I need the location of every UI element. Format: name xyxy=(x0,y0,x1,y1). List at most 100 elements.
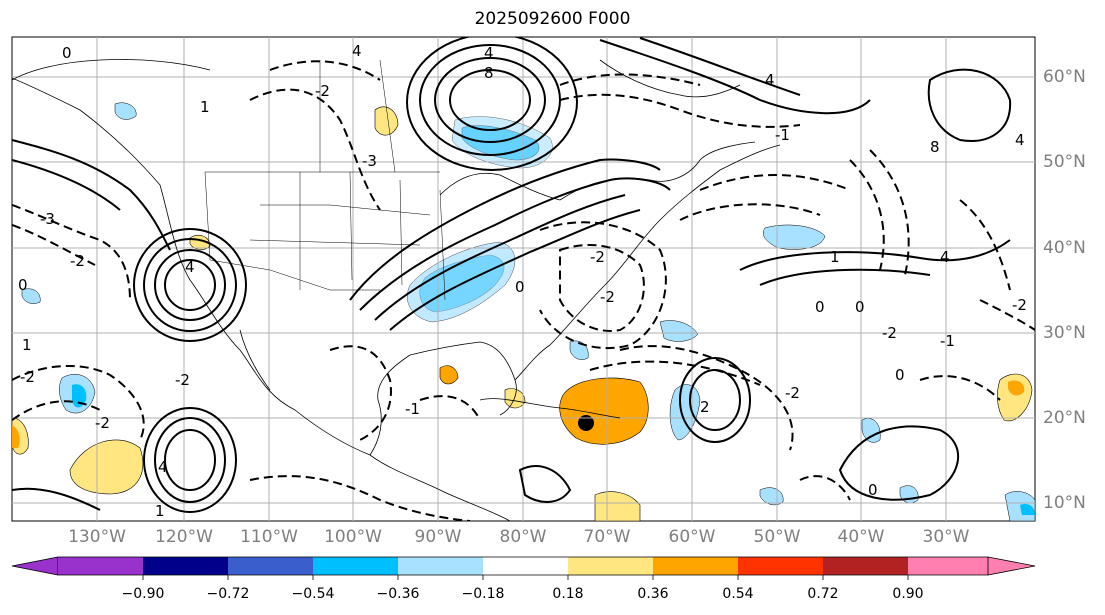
svg-text:4: 4 xyxy=(484,44,494,62)
lat-label-10n: 10°N xyxy=(1043,493,1086,513)
shade-blue-se-core xyxy=(1020,504,1035,515)
svg-text:1: 1 xyxy=(830,248,840,266)
lon-label-60w: 60°W xyxy=(668,527,716,547)
map-title: 2025092600 F000 xyxy=(474,9,631,29)
svg-text:0: 0 xyxy=(62,44,72,62)
svg-text:4: 4 xyxy=(352,42,362,60)
lon-label-70w: 70°W xyxy=(583,527,631,547)
colorbar-segment-13 xyxy=(987,556,1036,576)
colorbar-segment-8 xyxy=(568,557,653,575)
svg-text:-3: -3 xyxy=(362,152,377,170)
svg-text:0: 0 xyxy=(855,298,865,316)
lon-label-40w: 40°W xyxy=(837,527,885,547)
svg-text:-1: -1 xyxy=(775,126,790,144)
svg-text:8: 8 xyxy=(930,138,940,156)
svg-text:-2: -2 xyxy=(600,288,615,306)
svg-text:-2: -2 xyxy=(20,368,35,386)
lat-label-40n: 40°N xyxy=(1043,238,1086,258)
svg-text:0: 0 xyxy=(895,366,905,384)
svg-text:1: 1 xyxy=(22,336,32,354)
shade-orange-caribbean xyxy=(559,377,649,445)
svg-text:-2: -2 xyxy=(70,252,85,270)
colorbar-tick-label: 0.18 xyxy=(552,586,584,602)
svg-text:-2: -2 xyxy=(315,82,330,100)
contour-labels: 8 4 4 4 4 2 4 8 4 4 1 1 1 1 0 0 0 0 0 0 0 -2 -2 -2 -2 -2 -… xyxy=(18,42,1027,520)
shade-lightblue-small-5 xyxy=(861,418,881,443)
svg-text:-3: -3 xyxy=(40,210,55,228)
state-borders xyxy=(204,59,446,301)
lon-label-80w: 80°W xyxy=(499,527,547,547)
lat-label-30n: 30°N xyxy=(1043,323,1086,343)
shade-orange-east-atlantic xyxy=(1008,380,1025,396)
lon-label-50w: 50°W xyxy=(753,527,801,547)
lon-label-110w: 110°W xyxy=(240,527,298,547)
lat-label-50n: 50°N xyxy=(1043,152,1086,172)
colorbar-tick-label: −0.72 xyxy=(206,586,250,602)
shade-core-caribbean xyxy=(578,415,594,431)
svg-text:4: 4 xyxy=(940,248,950,266)
svg-text:4: 4 xyxy=(1015,131,1025,149)
svg-text:-2: -2 xyxy=(882,324,897,342)
svg-text:-1: -1 xyxy=(940,332,955,350)
svg-text:-2: -2 xyxy=(785,384,800,402)
colorbar-segment-12 xyxy=(908,557,988,575)
colorbar-segment-6 xyxy=(398,557,483,575)
colorbar-tick-label: 0.54 xyxy=(722,586,754,602)
shade-lightblue-gulf xyxy=(659,320,699,342)
shade-lightblue-east-us xyxy=(407,241,516,323)
svg-text:2: 2 xyxy=(700,398,710,416)
colorbar-segment-2 xyxy=(58,557,143,575)
colorbar-segment-5 xyxy=(313,557,398,575)
shade-orange-west-coast xyxy=(12,425,20,448)
contours-negative xyxy=(12,60,1035,521)
svg-text:-2: -2 xyxy=(95,414,110,432)
svg-text:0: 0 xyxy=(18,276,28,294)
colorbar-segment-11 xyxy=(823,557,908,575)
svg-text:-2: -2 xyxy=(1012,296,1027,314)
lon-label-130w: 130°W xyxy=(68,527,126,547)
svg-text:1: 1 xyxy=(200,98,210,116)
colorbar-segment-4 xyxy=(228,557,313,575)
colorbar-segment-10 xyxy=(738,557,823,575)
shade-yellow-pacific xyxy=(69,439,144,495)
lon-label-120w: 120°W xyxy=(155,527,213,547)
colorbar-tick-label: 0.36 xyxy=(637,586,669,602)
shade-blue-west-pacific-core xyxy=(72,384,87,408)
svg-text:4: 4 xyxy=(185,258,195,276)
colorbar-segment-1 xyxy=(11,556,59,576)
shade-yellow-small-2 xyxy=(439,365,459,385)
shade-lightblue-small-8 xyxy=(21,288,41,304)
svg-text:-2: -2 xyxy=(590,248,605,266)
shade-yellow-small-4 xyxy=(504,388,526,409)
lat-label-60n: 60°N xyxy=(1043,67,1086,87)
shade-yellow-small-3 xyxy=(594,491,641,521)
colorbar-segment-3 xyxy=(143,557,228,575)
svg-text:1: 1 xyxy=(155,502,165,520)
colorbar-tick-label: 0.72 xyxy=(807,586,839,602)
colorbar-segment-9 xyxy=(653,557,738,575)
colorbar xyxy=(11,556,1036,580)
lat-label-20n: 20°N xyxy=(1043,408,1086,428)
gridlines xyxy=(12,37,1035,521)
shade-lightblue-nw xyxy=(114,102,137,120)
svg-text:4: 4 xyxy=(765,71,775,89)
shaded-field xyxy=(12,102,1035,521)
shade-lightblue-atlantic xyxy=(762,224,826,250)
svg-text:4: 4 xyxy=(158,458,168,476)
lon-label-30w: 30°W xyxy=(922,527,970,547)
colorbar-tick-label: −0.36 xyxy=(376,586,420,602)
contours-positive xyxy=(12,37,1012,513)
shade-yellow-small-1 xyxy=(374,106,399,136)
lon-label-90w: 90°W xyxy=(414,527,462,547)
svg-text:0: 0 xyxy=(515,278,525,296)
svg-text:-1: -1 xyxy=(405,400,420,418)
svg-text:0: 0 xyxy=(868,481,878,499)
colorbar-tick-label: −0.54 xyxy=(291,586,335,602)
colorbar-segment-7 xyxy=(483,557,568,575)
svg-text:8: 8 xyxy=(484,64,494,82)
colorbar-tick-label: −0.90 xyxy=(121,586,165,602)
colorbar-tick-label: −0.18 xyxy=(461,586,505,602)
colorbar-tick-label: 0.90 xyxy=(892,586,924,602)
svg-text:-2: -2 xyxy=(175,371,190,389)
